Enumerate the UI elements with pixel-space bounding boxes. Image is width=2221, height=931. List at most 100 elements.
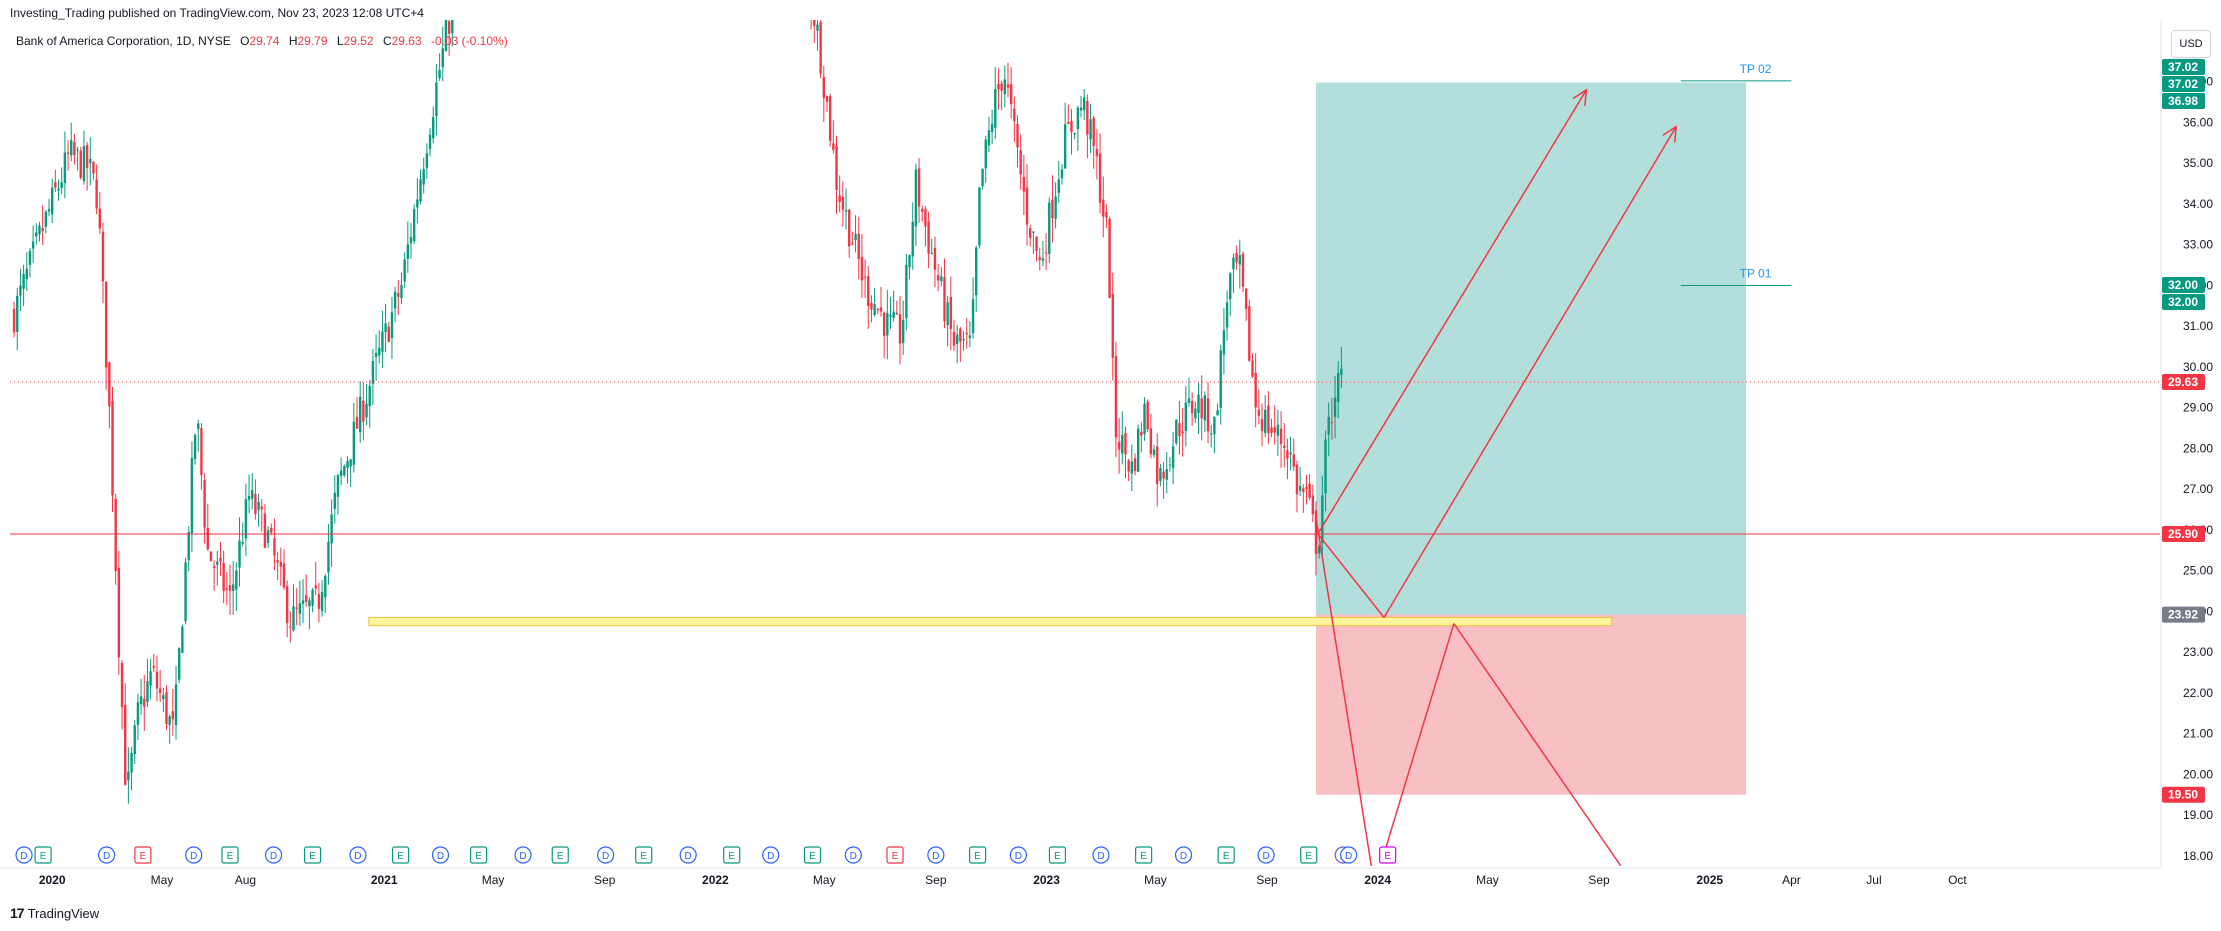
time-axis-tick: May: [813, 873, 836, 887]
tradingview-logo[interactable]: 17 TradingView: [10, 905, 99, 921]
close-label: C: [382, 34, 392, 48]
candle-body: [854, 234, 857, 240]
candle-body: [1051, 199, 1054, 219]
candle-body: [1279, 428, 1283, 445]
candle-body: [828, 96, 832, 141]
price-tag: [2162, 374, 2205, 390]
event-marker-letter: E: [475, 851, 482, 862]
price-tag: [2162, 786, 2205, 803]
arrow-head: [1572, 88, 1588, 106]
candle-body: [73, 141, 76, 156]
candle-body: [149, 671, 152, 686]
dividend-event-marker: [1174, 846, 1193, 864]
candle-body: [254, 493, 257, 514]
candle-body: [206, 527, 209, 550]
candle-body: [1149, 428, 1153, 455]
event-marker-letter: D: [437, 851, 444, 862]
candle-body: [16, 296, 19, 332]
time-axis-tick: 2020: [39, 873, 66, 887]
candle-body: [825, 96, 829, 102]
time-axis-tick: 2022: [702, 873, 729, 887]
candle-body: [927, 221, 930, 254]
candle-body: [400, 284, 403, 299]
candle-body: [324, 576, 327, 598]
currency-button[interactable]: USD: [2171, 30, 2211, 58]
profit-zone: [1316, 82, 1747, 615]
candle-body: [378, 347, 381, 356]
candle-body: [987, 130, 991, 146]
candle-body: [1013, 108, 1016, 122]
earnings-event-marker: [551, 846, 569, 864]
candle-body: [330, 514, 333, 544]
candle-body: [1308, 483, 1311, 498]
candle-body: [879, 307, 883, 312]
candle-body: [1210, 433, 1213, 435]
price-tag-label: 37.02: [2168, 60, 2198, 74]
candle-body: [1086, 101, 1089, 135]
candle-body: [298, 602, 302, 614]
candle-body: [438, 69, 441, 79]
candle-body: [66, 152, 70, 154]
candle-body: [968, 335, 972, 338]
candle-body: [1105, 211, 1108, 218]
candle-body: [152, 665, 155, 668]
projection-arrow-line: [1315, 517, 1373, 866]
time-axis-tick: May: [1144, 873, 1167, 887]
price-tag: [2162, 277, 2205, 293]
earnings-event-marker: [1217, 846, 1235, 864]
candle-body: [25, 268, 28, 280]
event-marker-letter: D: [354, 851, 361, 862]
candle-body: [841, 196, 845, 210]
event-marker-letter: E: [557, 851, 564, 862]
candle-body: [1130, 461, 1134, 474]
earnings-event-marker: [303, 846, 322, 864]
time-axis-tick: Aug: [235, 873, 256, 887]
price-axis-tick: 35.00: [2183, 156, 2213, 170]
candle-body: [863, 276, 867, 278]
candle-body: [1302, 488, 1305, 493]
candle-body: [441, 48, 444, 68]
candle-body: [901, 320, 905, 343]
candle-body: [1124, 433, 1127, 455]
candle-body: [1340, 368, 1343, 375]
candle-body: [1337, 372, 1340, 403]
price-tag-label: 36.98: [2168, 94, 2198, 108]
candle-body: [355, 416, 359, 429]
candle-body: [295, 607, 298, 609]
candle-body: [108, 362, 111, 407]
candle-body: [921, 208, 924, 212]
candle-body: [165, 692, 168, 725]
time-axis-tick: May: [151, 873, 174, 887]
projection-arrow-line: [1453, 623, 1622, 866]
event-marker-letter: D: [1015, 851, 1022, 862]
time-axis-tick: Sep: [1256, 873, 1278, 887]
candle-body: [133, 725, 136, 755]
candle-body: [1311, 495, 1315, 515]
candle-body: [317, 594, 321, 609]
candle-body: [244, 499, 248, 539]
candle-body: [111, 400, 114, 496]
time-axis-tick: May: [1476, 873, 1499, 887]
time-axis-tick: Sep: [925, 873, 947, 887]
event-marker-letter: E: [974, 851, 981, 862]
price-axis-tick: 28.00: [2183, 441, 2213, 455]
candle-body: [428, 134, 432, 150]
candle-body: [917, 168, 921, 207]
candle-body: [447, 21, 451, 34]
candle-body: [219, 557, 222, 562]
candles: [12, 20, 1343, 804]
candle-body: [89, 158, 92, 164]
candle-body: [1187, 398, 1191, 403]
candle-body: [162, 695, 165, 699]
tradingview-logo-mark: 17: [10, 905, 25, 921]
candle-body: [320, 591, 324, 612]
candle-body: [1273, 427, 1276, 433]
candle-body: [346, 461, 349, 468]
candle-body: [247, 495, 251, 500]
candle-body: [892, 311, 895, 318]
event-marker-letter: D: [519, 851, 526, 862]
dividend-event-marker: [927, 846, 945, 864]
candle-body: [1048, 202, 1051, 254]
candle-body: [1079, 107, 1083, 111]
